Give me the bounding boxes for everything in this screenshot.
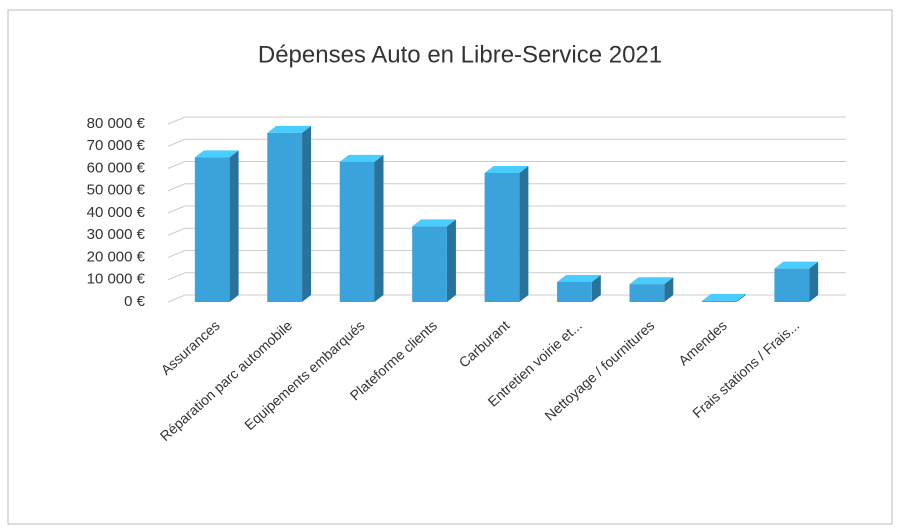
bar-top	[629, 277, 674, 285]
y-tick-label: 80 000 €	[87, 115, 146, 132]
y-tick-label: 50 000 €	[87, 182, 146, 199]
chart-title: Dépenses Auto en Libre-Service 2021	[258, 41, 662, 68]
grid-line	[167, 227, 846, 236]
bar-top	[267, 125, 312, 133]
bar-side	[664, 277, 674, 302]
y-tick-label: 70 000 €	[87, 137, 146, 154]
y-tick-label: 10 000 €	[87, 271, 146, 288]
y-tick-label: 40 000 €	[87, 204, 146, 221]
bar	[701, 300, 737, 302]
bar-top	[339, 154, 384, 162]
y-tick-label: 60 000 €	[87, 159, 146, 176]
bar	[339, 161, 375, 302]
grid-line	[167, 183, 846, 192]
grid-line	[167, 161, 846, 169]
bar	[774, 268, 810, 302]
bar-top	[774, 261, 819, 269]
y-tick-label: 30 000 €	[87, 226, 146, 243]
y-tick-label: 0 €	[124, 293, 146, 310]
grid-line	[167, 272, 846, 281]
bar-top	[484, 165, 529, 173]
bar-side	[736, 293, 746, 302]
bar	[629, 284, 665, 302]
bar-side	[302, 125, 312, 303]
bar-top	[557, 274, 601, 282]
bar-side	[519, 165, 529, 302]
bar	[484, 172, 520, 302]
bar	[267, 132, 303, 302]
bar-top	[412, 219, 456, 227]
grid-line	[167, 250, 846, 258]
bar	[194, 157, 230, 302]
bar	[557, 281, 592, 302]
bar-top	[701, 293, 746, 301]
bar-side	[229, 150, 239, 302]
grid-line	[167, 116, 846, 125]
grid-line	[167, 138, 846, 147]
bar-side	[591, 274, 601, 302]
grid-line	[167, 294, 846, 303]
bar-side	[809, 261, 819, 302]
grid-line	[167, 205, 846, 214]
y-tick-label: 20 000 €	[87, 248, 146, 265]
bar	[412, 226, 447, 302]
bar-side	[374, 154, 384, 302]
bar-side	[446, 219, 456, 302]
bar-top	[194, 150, 239, 158]
